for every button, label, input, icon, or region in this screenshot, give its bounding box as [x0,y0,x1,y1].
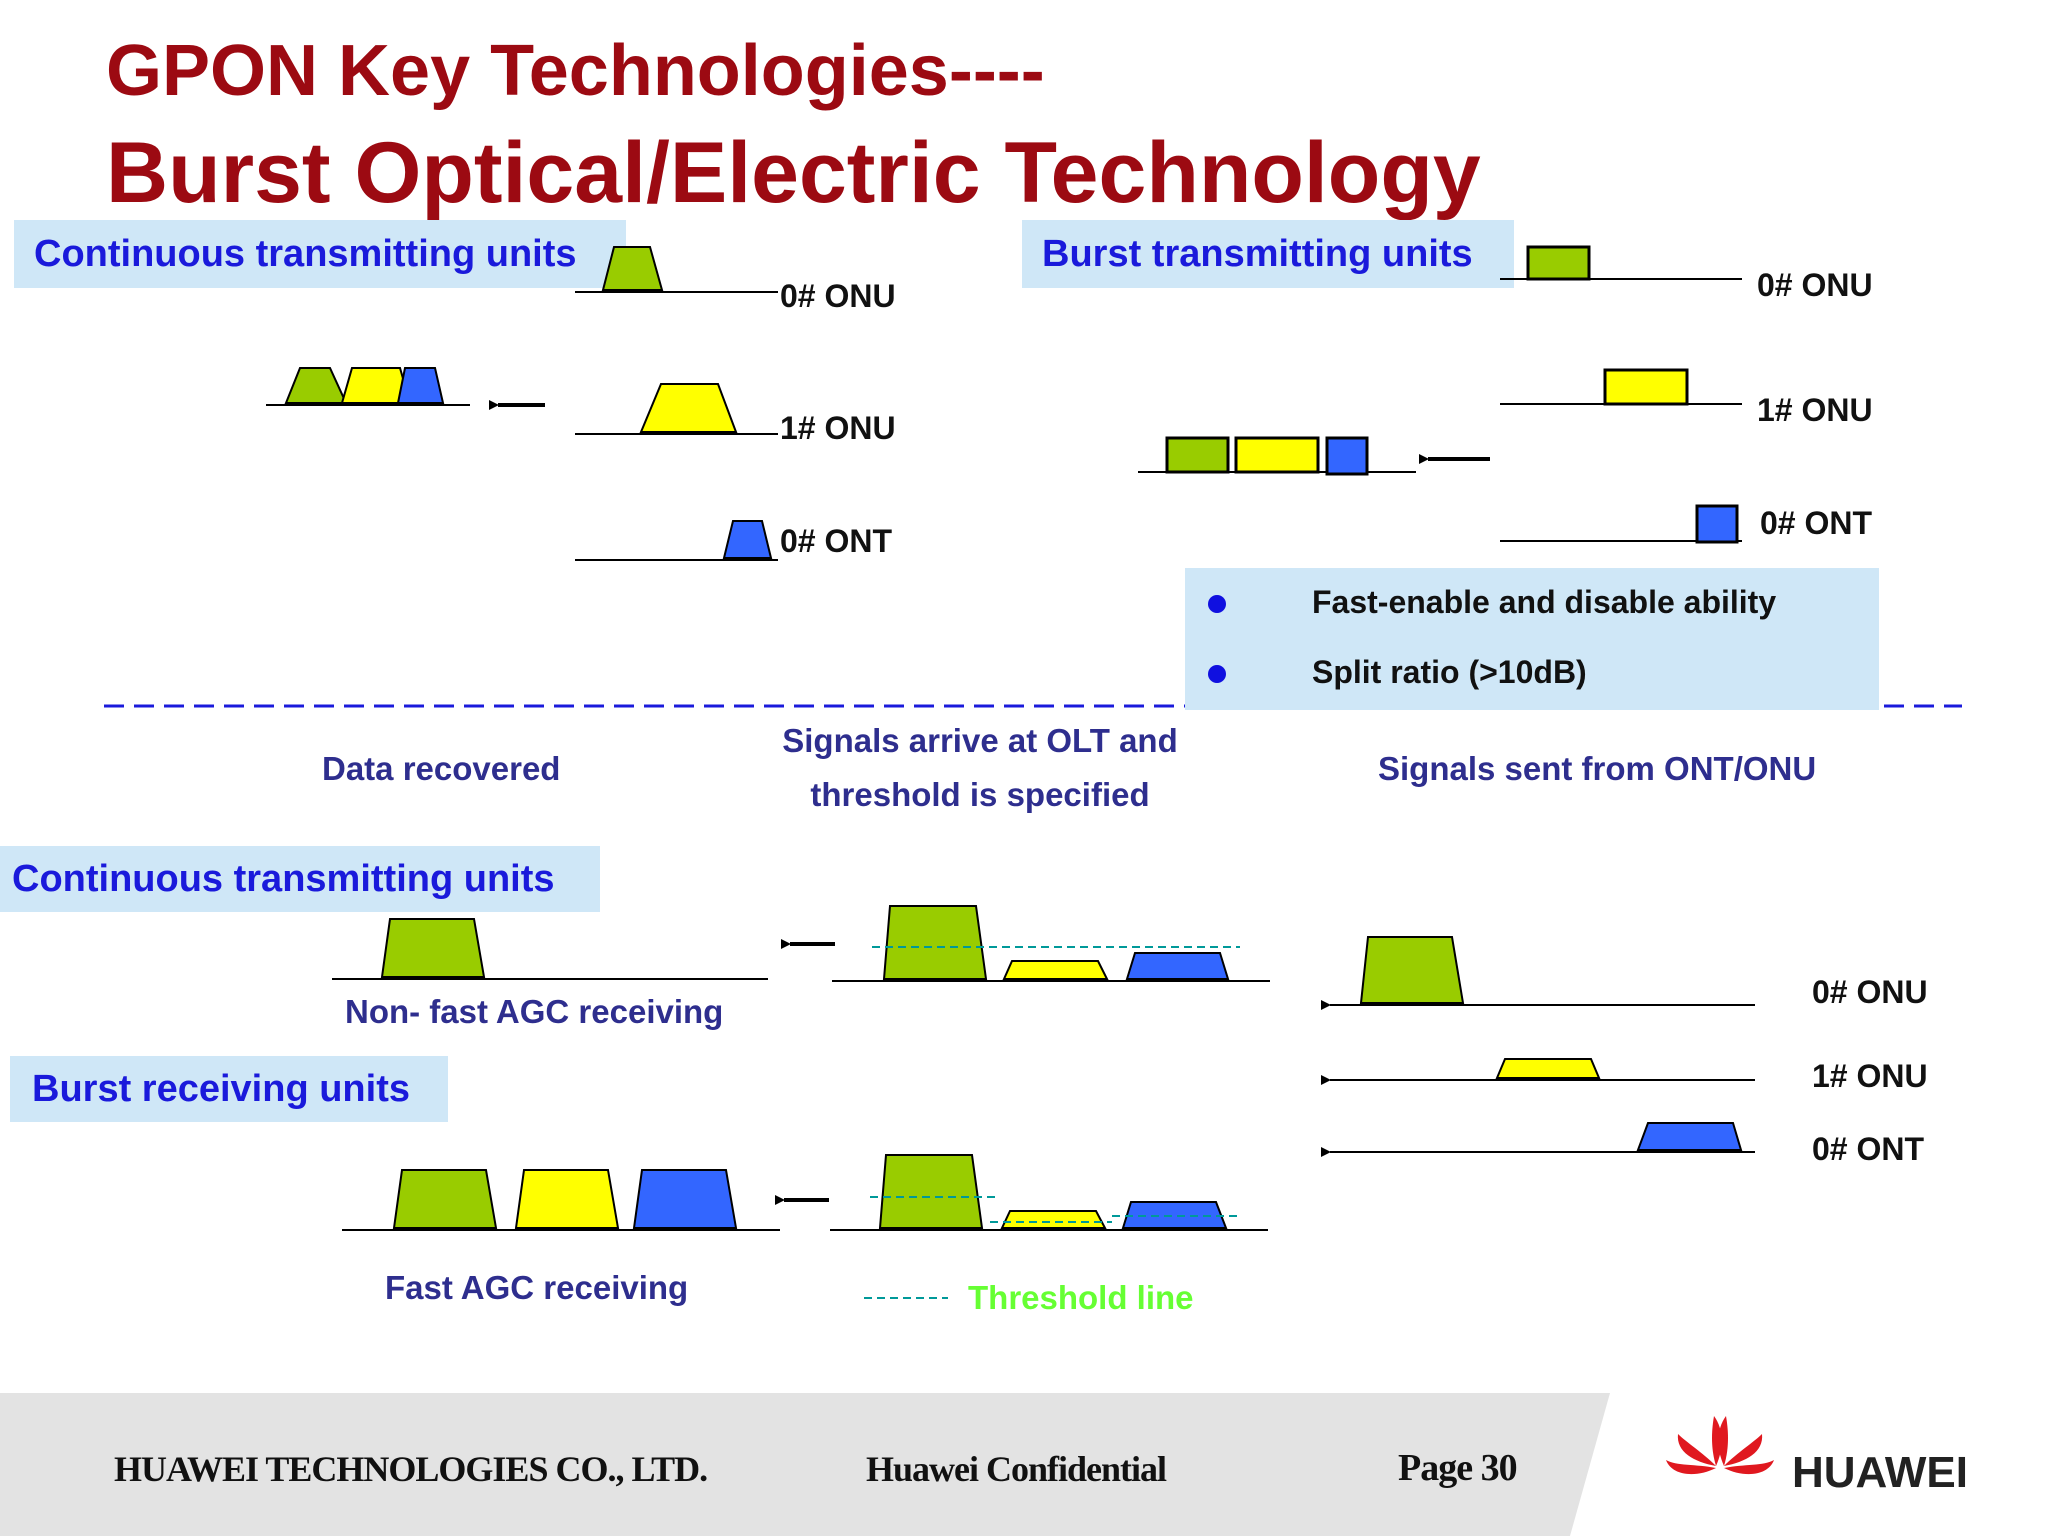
caption-fast-agc: Fast AGC receiving [385,1269,689,1306]
sent-blue [1636,1122,1743,1151]
continuous-transmitting-header-bottom: Continuous transmitting units [0,846,600,912]
arrive-lower-yellow [1000,1210,1107,1229]
arrive-upper-blue [1125,952,1230,980]
label-onu1-topleft: 1# ONU [780,410,896,446]
footer-company: HUAWEI TECHNOLOGIES CO., LTD. [114,1449,708,1489]
burst-blue [1695,504,1739,544]
label-ont0-bottom: 0# ONT [1812,1131,1925,1167]
footer-page-number: Page 30 [1398,1447,1518,1489]
burst-yellow [1603,368,1689,406]
merged-burst-green [1165,436,1230,474]
recovered-lower-green [392,1169,498,1229]
pulse-green-topleft [601,246,664,291]
threshold-legend-label: Threshold line [968,1279,1194,1316]
pulse-blue-topleft [722,520,773,559]
caption-signals-arrive-2: threshold is specified [810,776,1150,813]
arrive-lower-blue [1121,1201,1228,1229]
burst-transmitting-header: Burst transmitting units [1022,220,1514,288]
sent-green [1359,936,1465,1004]
arrive-upper-green [882,905,988,980]
caption-non-fast-agc: Non- fast AGC receiving [345,993,724,1030]
label-onu0-topleft: 0# ONU [780,278,896,314]
feature-split-ratio: Split ratio (>10dB) [1312,654,1587,690]
bullet-icon [1208,595,1226,613]
feature-fast-enable: Fast-enable and disable ability [1312,584,1777,620]
caption-signals-arrive-1: Signals arrive at OLT and [782,722,1178,759]
continuous-transmitting-header: Continuous transmitting units [14,220,626,288]
sent-yellow [1495,1058,1601,1079]
title-line-2: Burst Optical/Electric Technology [106,125,1481,221]
label-ont0-topright: 0# ONT [1760,505,1873,541]
caption-signals-sent: Signals sent from ONT/ONU [1378,750,1817,787]
label-onu1-topright: 1# ONU [1757,392,1873,428]
bullet-icon [1208,665,1226,683]
label-onu0-bottom: 0# ONU [1812,974,1928,1010]
recovered-upper-green [380,918,486,978]
caption-data-recovered: Data recovered [322,750,561,787]
merged-blue [396,367,445,404]
huawei-logo-text: HUAWEI [1792,1448,1968,1497]
arrive-lower-green [878,1154,984,1229]
burst-receiving-header: Burst receiving units [10,1056,448,1122]
merged-burst-yellow [1234,436,1320,474]
merged-burst-blue [1325,436,1369,476]
merged-yellow [340,367,412,404]
arrive-upper-yellow [1002,960,1109,980]
recovered-lower-blue [632,1169,738,1229]
label-ont0-topleft: 0# ONT [780,523,893,559]
recovered-lower-yellow [514,1169,620,1229]
label-onu0-topright: 0# ONU [1757,267,1873,303]
title-line-1: GPON Key Technologies---- [106,31,1045,111]
label-onu1-bottom: 1# ONU [1812,1058,1928,1094]
burst-green [1526,245,1591,281]
features-box: Fast-enable and disable ability Split ra… [1185,568,1879,710]
pulse-yellow-topleft [639,383,738,433]
merged-green [284,367,348,404]
footer-confidential: Huawei Confidential [866,1449,1167,1489]
